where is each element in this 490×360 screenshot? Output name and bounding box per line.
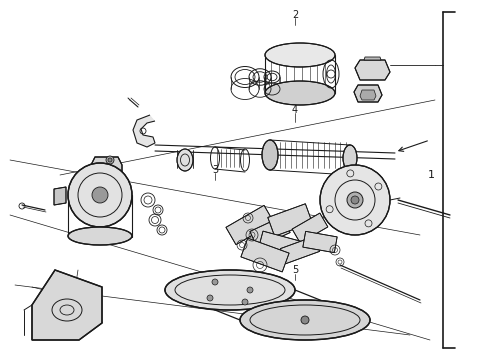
Polygon shape: [292, 213, 328, 243]
Polygon shape: [250, 216, 290, 248]
Ellipse shape: [343, 145, 357, 171]
Circle shape: [108, 158, 112, 162]
Text: 1: 1: [428, 170, 435, 180]
Text: 3: 3: [212, 165, 218, 175]
Text: 2: 2: [292, 10, 298, 20]
Polygon shape: [303, 231, 337, 253]
Polygon shape: [241, 238, 289, 272]
Ellipse shape: [165, 270, 295, 310]
Polygon shape: [360, 90, 376, 100]
Polygon shape: [54, 187, 66, 205]
Polygon shape: [32, 270, 102, 340]
Ellipse shape: [68, 227, 132, 245]
Circle shape: [106, 156, 114, 164]
Polygon shape: [364, 57, 381, 60]
Ellipse shape: [177, 149, 193, 171]
Circle shape: [68, 163, 132, 227]
Circle shape: [242, 299, 248, 305]
Polygon shape: [280, 236, 319, 264]
Ellipse shape: [265, 81, 335, 105]
Circle shape: [247, 287, 253, 293]
Circle shape: [207, 295, 213, 301]
Circle shape: [320, 165, 390, 235]
Polygon shape: [268, 204, 312, 236]
Text: 5: 5: [292, 265, 298, 275]
Circle shape: [212, 279, 218, 285]
Circle shape: [347, 192, 363, 208]
Circle shape: [92, 187, 108, 203]
Polygon shape: [355, 60, 390, 80]
Polygon shape: [354, 85, 382, 102]
Circle shape: [301, 316, 309, 324]
Text: 4: 4: [292, 105, 298, 115]
Polygon shape: [91, 157, 122, 183]
Circle shape: [351, 196, 359, 204]
Ellipse shape: [240, 300, 370, 340]
Polygon shape: [258, 231, 302, 259]
Polygon shape: [133, 115, 155, 147]
Polygon shape: [226, 205, 274, 245]
Ellipse shape: [262, 140, 278, 170]
Ellipse shape: [265, 43, 335, 67]
